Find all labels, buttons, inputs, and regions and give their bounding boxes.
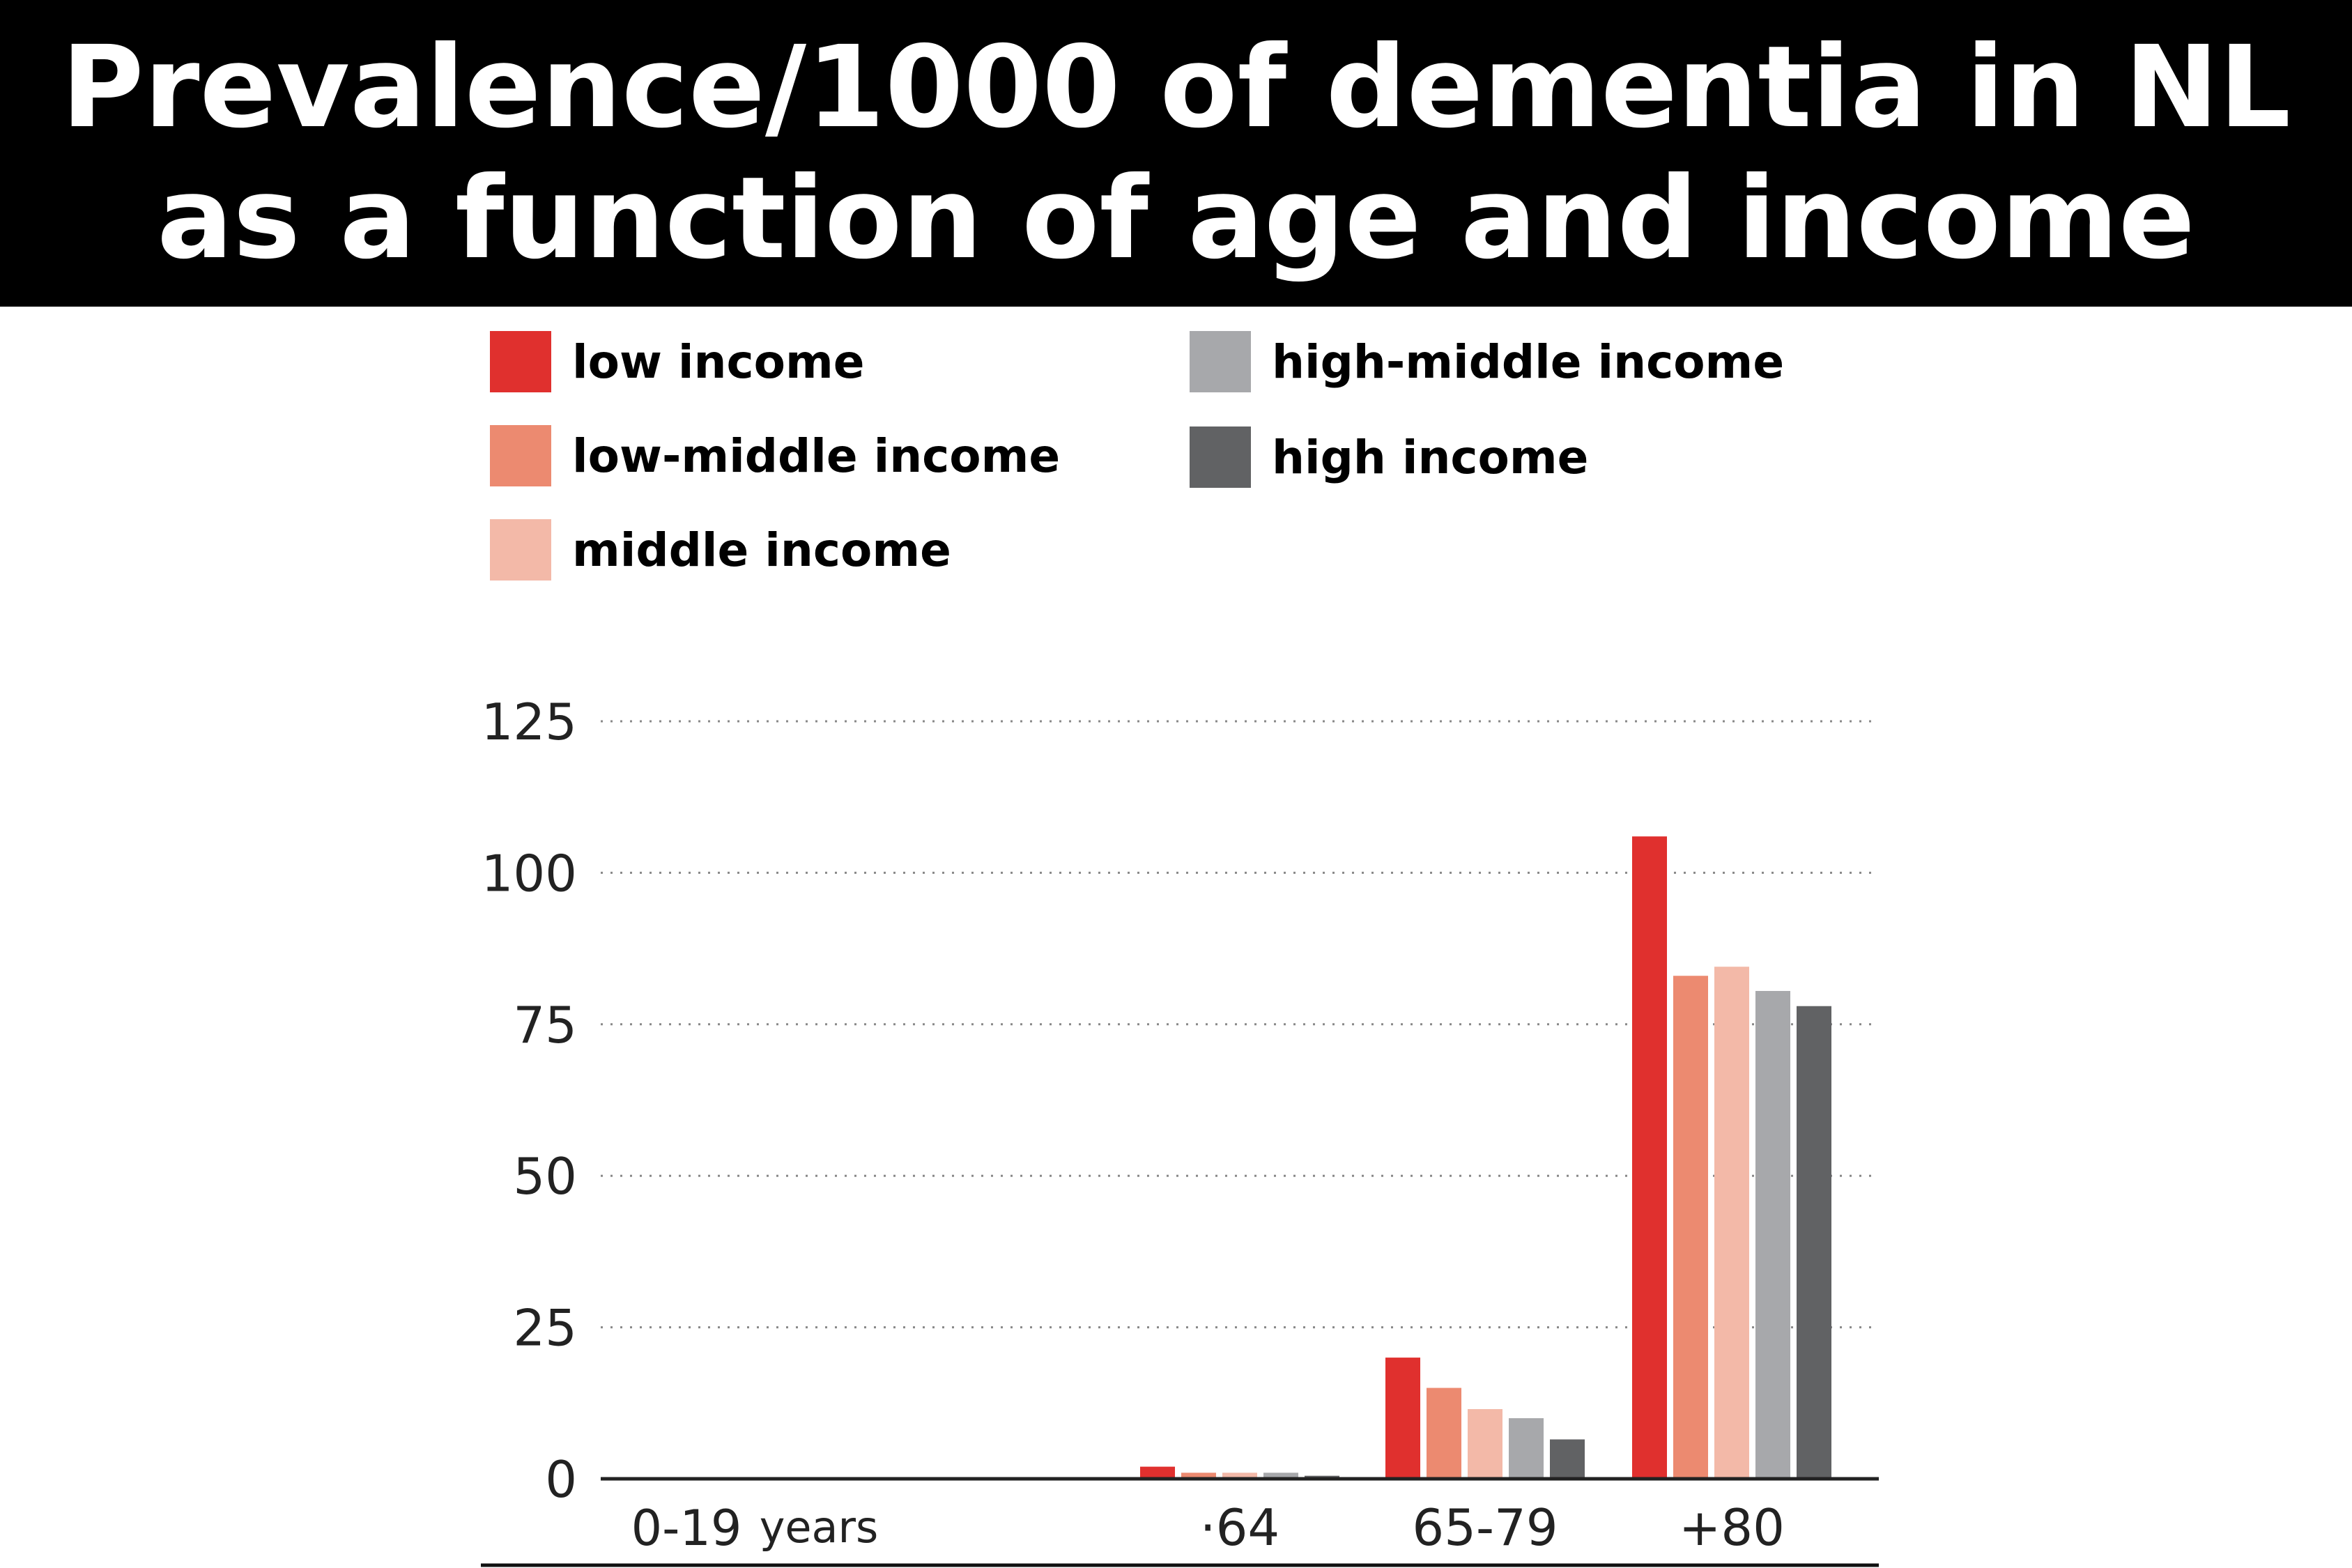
bars (1140, 836, 1831, 1479)
legend-label-low-income: low income (572, 335, 865, 389)
bar-6579-3 (1509, 1418, 1544, 1479)
x-tick-label: 65-79 (1412, 1498, 1558, 1557)
bar-64-1 (1181, 1473, 1216, 1479)
y-tick-label: 100 (482, 844, 577, 902)
y-tick-label: 0 (545, 1450, 577, 1509)
bar-64-3 (1263, 1473, 1298, 1479)
y-tick-label: 125 (482, 693, 577, 751)
title-line-2: as a function of age and income (157, 153, 2195, 284)
x-axis-ticks: 0-19 years ·64 65-79 +80 (631, 1498, 1785, 1557)
legend-label-middle-income: middle income (572, 523, 951, 577)
x-tick-label-0-19: 0-19 (631, 1500, 742, 1557)
legend-label-low-middle-income: low-middle income (572, 429, 1061, 483)
legend-swatch-low-middle-income (490, 425, 551, 486)
y-axis-ticks: 0 25 50 75 100 125 (482, 693, 577, 1509)
legend-swatch-low-income (490, 331, 551, 392)
x-tick-label: ·64 (1200, 1498, 1280, 1557)
y-tick-label: 75 (513, 996, 577, 1054)
bar-6579-4 (1550, 1439, 1585, 1479)
legend-label-high-income: high income (1272, 431, 1589, 484)
bar-80-3 (1755, 990, 1790, 1479)
bar-64-2 (1222, 1473, 1257, 1479)
chart-title: Prevalence/1000 of dementia in NL as a f… (0, 0, 2352, 307)
bar-80-2 (1714, 967, 1749, 1479)
bar-80-1 (1673, 976, 1708, 1479)
legend-swatch-high-income (1190, 426, 1251, 488)
x-tick-label: +80 (1679, 1498, 1785, 1557)
bar-64-0 (1140, 1466, 1175, 1479)
bar-80-4 (1797, 1006, 1831, 1479)
legend-label-high-middle-income: high-middle income (1272, 335, 1785, 389)
y-tick-label: 50 (513, 1147, 577, 1206)
title-line-1: Prevalence/1000 of dementia in NL (61, 22, 2291, 153)
bar-6579-0 (1385, 1358, 1420, 1479)
bar-6579-1 (1427, 1388, 1461, 1479)
x-tick-label-years: years (760, 1502, 879, 1553)
bar-80-0 (1632, 836, 1667, 1479)
legend-swatch-high-middle-income (1190, 331, 1251, 392)
legend-swatch-middle-income (490, 519, 551, 581)
y-tick-label: 25 (513, 1299, 577, 1358)
bar-6579-2 (1468, 1408, 1502, 1479)
